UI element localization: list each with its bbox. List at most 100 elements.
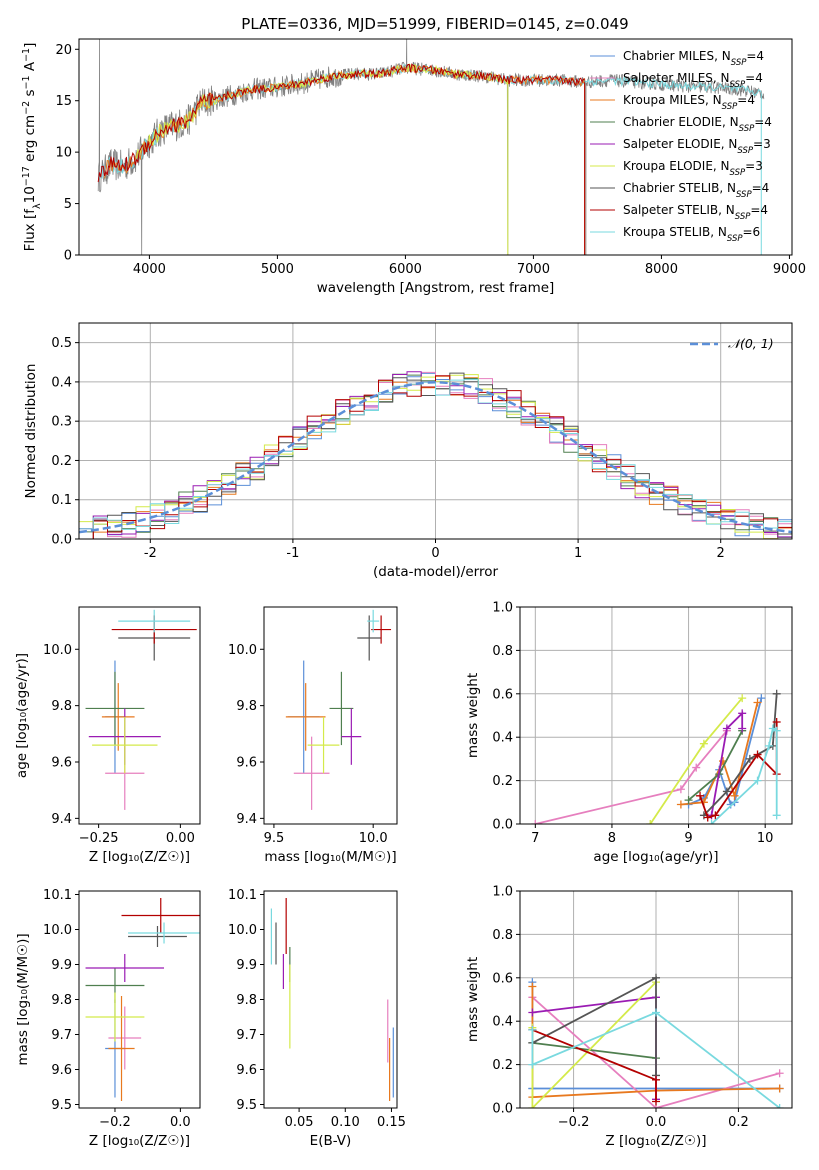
axes-frame (78, 606, 201, 825)
x-tick-label: 10 (757, 831, 774, 846)
x-tick-label: 8000 (645, 262, 678, 277)
weight-marker-kroupa_elodie (528, 1104, 537, 1108)
y-axis-label: Normed distribution (23, 364, 39, 499)
spectrum-plot-area (97, 39, 765, 255)
weight_vs_age-plot-area (531, 689, 781, 824)
y-tick-label: 0.6 (492, 687, 513, 702)
y-axis-label: Flux [fλ10−17 erg cm−2 s−1 A−1] (21, 43, 43, 252)
y-tick-label: 9.4 (51, 812, 72, 827)
weight-marker-kroupa_miles (676, 800, 685, 809)
x-tick-label: -1 (286, 546, 299, 561)
y-tick-label: 9.6 (236, 756, 257, 771)
observed-spectrum (97, 39, 765, 255)
axes-frame (263, 890, 398, 1109)
weight-marker-kroupa_miles (730, 791, 739, 800)
weight-marker-salpeter_miles (692, 763, 701, 772)
weight-marker-salpeter_stelib (753, 750, 762, 759)
weight-line-chabrier_stelib (531, 976, 657, 1076)
y-tick-label: 0.3 (51, 415, 72, 430)
y-tick-label: 20 (55, 43, 72, 58)
y-tick-label: 10.0 (43, 643, 72, 658)
y-axis-label: mass weight (465, 673, 481, 758)
figure-title: PLATE=0336, MJD=51999, FIBERID=0145, z=0… (241, 15, 628, 33)
mass_vs_Z-panel: −0.2 0.0 9.5 9.6 9.7 9.8 9.9 10.0 10.1 Z [log₁₀(Z… (15, 888, 201, 1149)
weight-marker-kroupa_stelib (652, 1008, 660, 1017)
x-tick-label: −0.2 (558, 1115, 590, 1130)
x-tick-label: 7000 (517, 262, 550, 277)
y-tick-label: 0.6 (492, 971, 513, 986)
x-tick-label: 0.10 (331, 1115, 360, 1130)
x-tick-label: 1 (574, 546, 582, 561)
weight-marker-kroupa_elodie (699, 739, 708, 748)
residuals-panel: -2 -1 0 1 2 0.0 0.1 0.2 0.3 0.4 0.5 (data-model)/er… (23, 322, 793, 580)
y-tick-label: 10 (55, 146, 72, 161)
x-tick-label: -2 (144, 546, 157, 561)
weight-line-salpeter_elodie (532, 996, 657, 1100)
y-tick-label: 10.0 (228, 643, 257, 658)
y-tick-label: 0.4 (492, 731, 513, 746)
y-tick-label: 0.2 (51, 454, 72, 469)
x-tick-label: 9000 (773, 262, 806, 277)
weight-marker-chabrier_stelib (722, 787, 731, 796)
x-axis-label: (data-model)/error (373, 564, 499, 580)
y-tick-label: 9.8 (236, 699, 257, 714)
y-tick-label: 0.0 (51, 533, 72, 548)
x-tick-label: 0.0 (646, 1115, 667, 1130)
weight-marker-kroupa_miles (753, 698, 762, 707)
spectrum-panel: 4000 5000 6000 7000 8000 9000 0 5 10 15 20 waveleng… (21, 38, 806, 296)
y-axis-label: mass weight (465, 957, 481, 1042)
weight-marker-kroupa_stelib (528, 1025, 537, 1034)
weight-marker-kroupa_stelib (765, 741, 774, 750)
legend-entry: Chabrier ELODIE, NSSP=4 (623, 115, 772, 134)
x-tick-label: 0.00 (166, 831, 195, 846)
weight-marker-kroupa_stelib (775, 1104, 784, 1108)
x-tick-label: 6000 (389, 262, 422, 277)
weight-marker-kroupa_stelib (528, 1060, 537, 1069)
y-tick-label: 9.7 (51, 1028, 72, 1043)
axes-frame (78, 890, 201, 1109)
weight-marker-salpeter_elodie (738, 724, 747, 733)
y-tick-label: 0.2 (492, 774, 513, 789)
weight-marker-kroupa_elodie (738, 694, 747, 703)
weight-marker-kroupa_stelib (753, 776, 762, 785)
y-tick-label: 0.8 (492, 928, 513, 943)
weight-marker-chabrier_stelib (652, 973, 660, 982)
x-tick-label: 4000 (133, 262, 166, 277)
y-tick-label: 10.1 (43, 888, 72, 903)
x-tick-label: 0.05 (285, 1115, 314, 1130)
weight-line-kroupa_stelib (710, 727, 778, 824)
legend-entry: Chabrier MILES, NSSP=4 (623, 49, 764, 68)
weight-marker-chabrier_elodie (684, 796, 693, 805)
y-axis-label: mass [log₁₀(M/M☉)] (15, 933, 31, 1065)
weight_vs_age-panel: 7 8 9 10 0.0 0.2 0.4 0.6 0.8 1.0 age [log₁₀(age/yr… (465, 601, 793, 865)
axes-frame (519, 890, 793, 1109)
weight-line-salpeter_miles (531, 996, 780, 1108)
y-tick-label: 9.9 (236, 958, 257, 973)
x-tick-label: 9.5 (264, 831, 285, 846)
weight-marker-salpeter_miles (531, 820, 540, 824)
weight-marker-salpeter_stelib (703, 813, 712, 822)
x-axis-label: age [log₁₀(age/yr)] (593, 849, 718, 865)
y-tick-label: 9.4 (236, 812, 257, 827)
weight-line-kroupa_stelib (531, 1011, 781, 1108)
legend-entry: Kroupa MILES, NSSP=4 (623, 93, 755, 112)
legend-entry: Salpeter ELODIE, NSSP=3 (623, 137, 771, 156)
y-tick-label: 5 (64, 197, 72, 212)
age_vs_Z-panel: −0.25 0.00 9.4 9.6 9.8 10.0 Z [log₁₀(Z/Z☉)] age… (14, 606, 201, 865)
weight-marker-chabrier_miles (757, 694, 766, 703)
y-tick-label: 10.0 (228, 923, 257, 938)
weight-marker-kroupa_elodie (646, 820, 655, 824)
x-tick-label: 0 (431, 546, 439, 561)
y-tick-label: 9.5 (236, 1098, 257, 1113)
weight-marker-kroupa_stelib (772, 811, 781, 820)
x-tick-label: 10.0 (359, 831, 388, 846)
y-tick-label: 9.7 (236, 1028, 257, 1043)
weight-marker-salpeter_miles (676, 785, 685, 794)
x-tick-label: 0.0 (170, 1115, 191, 1130)
x-tick-label: 0.2 (728, 1115, 749, 1130)
legend-entry: Salpeter MILES, NSSP=4 (623, 71, 763, 90)
y-tick-label: 0.5 (51, 336, 72, 351)
weight-marker-kroupa_miles (528, 982, 537, 991)
y-axis-label: age [log₁₀(age/yr)] (14, 653, 30, 778)
y-tick-label: 0 (64, 249, 72, 264)
